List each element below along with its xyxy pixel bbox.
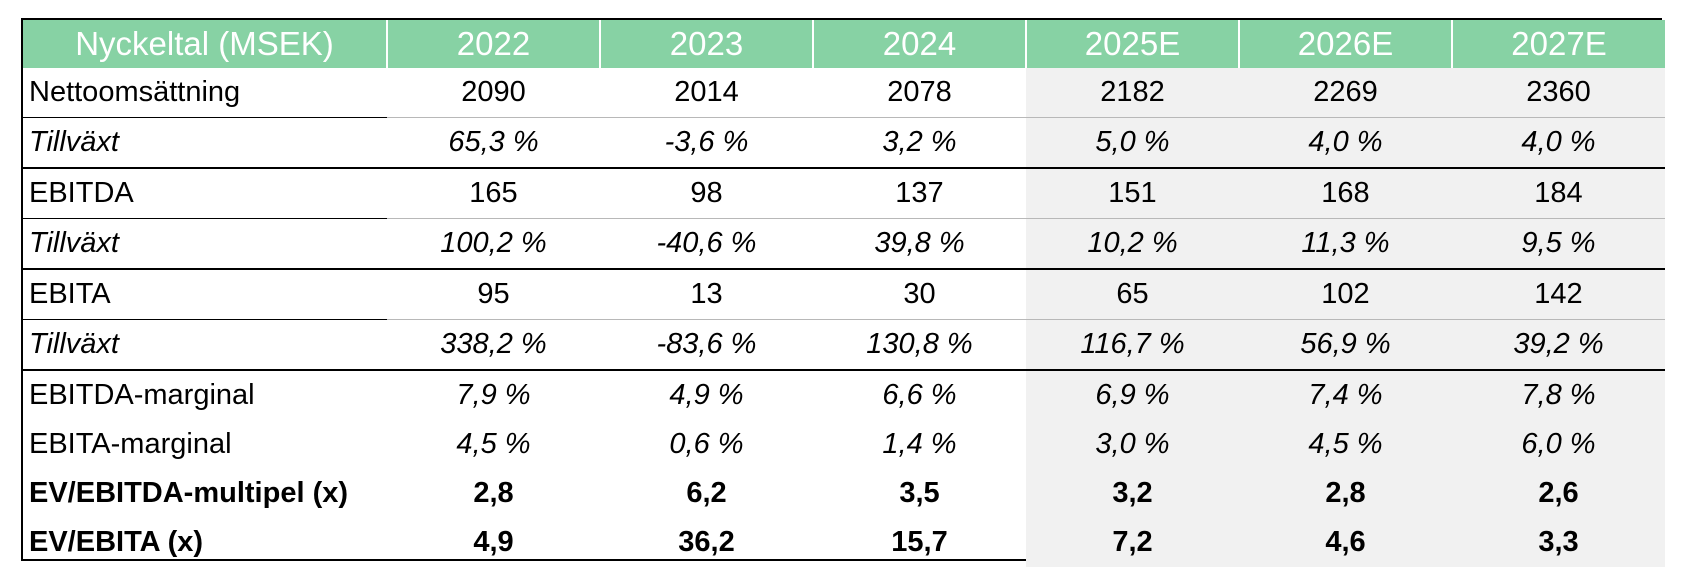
cell-value-estimate: 5,0 % — [1026, 117, 1239, 168]
cell-value: 15,7 — [891, 526, 948, 558]
header-year-2024: 2024 — [813, 20, 1027, 68]
cell-value: 7,9 % — [387, 369, 600, 420]
cell-value: 165 — [387, 167, 600, 219]
cell-value: 1,4 % — [882, 428, 957, 460]
cell-value-estimate: 39,2 % — [1452, 319, 1665, 370]
cell-value: 4,9 — [473, 526, 514, 558]
cell-value: 98 — [600, 167, 813, 219]
cell-value: -3,6 % — [600, 117, 813, 168]
cell-value-estimate: 116,7 % — [1026, 319, 1239, 370]
row-ebitda-growth: Tillväxt 100,2 % -40,6 % 39,8 % 10,2 % 1… — [23, 218, 1665, 269]
row-ev-ebita: EV/EBITA (x) 4,9 36,2 15,7 7,2 4,6 3,3 — [23, 518, 1665, 567]
header-year-2027e: 2027E — [1452, 20, 1665, 68]
cell-value-estimate: 184 — [1452, 167, 1665, 219]
row-label: EBITDA — [23, 167, 387, 219]
cell-value: 338,2 % — [387, 319, 600, 370]
cell-value: 95 — [387, 268, 600, 320]
cell-value-estimate: 151 — [1026, 167, 1239, 219]
cell-value-estimate: 65 — [1026, 268, 1239, 320]
cell-value: 39,8 % — [813, 218, 1026, 269]
cell-value-estimate: 142 — [1452, 268, 1665, 320]
cell-value-estimate: 4,0 % — [1452, 117, 1665, 168]
cell-value: 2,8 — [473, 477, 514, 509]
cell-value-estimate: 2269 — [1239, 68, 1452, 118]
cell-value-estimate: 2,6 — [1452, 469, 1665, 518]
cell-value: 3,2 % — [813, 117, 1026, 168]
cell-value: -83,6 % — [600, 319, 813, 370]
cell-value-estimate: 56,9 % — [1239, 319, 1452, 370]
cell-value-estimate: 2182 — [1026, 68, 1239, 118]
cell-value: 36,2 — [678, 526, 735, 558]
cell-value-estimate: 3,2 — [1026, 469, 1239, 518]
cell-value-estimate: 11,3 % — [1239, 218, 1452, 269]
cell-value-estimate: 4,6 — [1239, 518, 1452, 567]
cell-value: 4,9 % — [600, 369, 813, 420]
row-label: EBITA-marginal — [29, 428, 232, 460]
cell-value-estimate: 2360 — [1452, 68, 1665, 118]
cell-value-estimate: 4,0 % — [1239, 117, 1452, 168]
row-ebita-growth: Tillväxt 338,2 % -83,6 % 130,8 % 116,7 %… — [23, 319, 1665, 370]
cell-value-estimate: 9,5 % — [1452, 218, 1665, 269]
cell-value: 0,6 % — [669, 428, 744, 460]
cell-value-estimate: 2,8 — [1239, 469, 1452, 518]
cell-value-estimate: 102 — [1239, 268, 1452, 320]
header-year-2026e: 2026E — [1239, 20, 1453, 68]
cell-value-estimate: 3,3 — [1452, 518, 1665, 567]
cell-value: 6,6 % — [813, 369, 1026, 420]
header-row: Nyckeltal (MSEK) 2022 2023 2024 2025E 20… — [23, 20, 1665, 68]
cell-value: 100,2 % — [387, 218, 600, 269]
cell-value-estimate: 10,2 % — [1026, 218, 1239, 269]
header-year-2022: 2022 — [387, 20, 601, 68]
cell-value: 30 — [813, 268, 1026, 320]
cell-value-estimate: 3,0 % — [1026, 420, 1239, 469]
row-ebitda-margin: EBITDA-marginal 7,9 % 4,9 % 6,6 % 6,9 % … — [23, 369, 1665, 420]
cell-value-estimate: 7,4 % — [1239, 369, 1452, 420]
cell-value: 6,2 — [686, 477, 727, 509]
cell-value: 4,5 % — [456, 428, 531, 460]
cell-value: -40,6 % — [600, 218, 813, 269]
row-ev-ebitda-multiple: EV/EBITDA-multipel (x) 2,8 6,2 3,5 3,2 2… — [23, 469, 1665, 518]
header-year-2025e: 2025E — [1026, 20, 1240, 68]
row-label: EBITA — [23, 268, 387, 320]
header-year-2023: 2023 — [600, 20, 814, 68]
row-label: Tillväxt — [23, 117, 387, 168]
header-label: Nyckeltal (MSEK) — [23, 20, 388, 68]
cell-value-estimate: 6,0 % — [1452, 420, 1665, 469]
cell-value: 130,8 % — [813, 319, 1026, 370]
row-label: Tillväxt — [23, 319, 387, 370]
cell-value: 2090 — [461, 76, 526, 108]
cell-value-estimate: 168 — [1239, 167, 1452, 219]
row-label: EV/EBITDA-multipel (x) — [29, 477, 349, 509]
row-ebita-margin: EBITA-marginal 4,5 % 0,6 % 1,4 % 3,0 % 4… — [23, 420, 1665, 469]
cell-value-estimate: 4,5 % — [1239, 420, 1452, 469]
cell-value: 2078 — [887, 76, 952, 108]
cell-value-estimate: 7,8 % — [1452, 369, 1665, 420]
cell-value: 13 — [600, 268, 813, 320]
row-net-sales: Nettoomsättning 2090 2014 2078 2182 2269… — [23, 68, 1665, 118]
cell-value: 137 — [813, 167, 1026, 219]
row-label: Tillväxt — [23, 218, 387, 269]
row-label: EV/EBITA (x) — [29, 526, 204, 558]
cell-value: 2014 — [674, 76, 739, 108]
cell-value-estimate: 7,2 — [1026, 518, 1239, 567]
row-ebitda: EBITDA 165 98 137 151 168 184 — [23, 167, 1665, 219]
row-net-sales-growth: Tillväxt 65,3 % -3,6 % 3,2 % 5,0 % 4,0 %… — [23, 117, 1665, 168]
row-label: EBITDA-marginal — [23, 369, 387, 420]
row-label: Nettoomsättning — [29, 76, 241, 108]
cell-value: 65,3 % — [387, 117, 600, 168]
cell-value-estimate: 6,9 % — [1026, 369, 1239, 420]
key-figures-table: Nyckeltal (MSEK) 2022 2023 2024 2025E 20… — [21, 18, 1665, 567]
key-figures-grid: Nyckeltal (MSEK) 2022 2023 2024 2025E 20… — [23, 20, 1665, 567]
cell-value: 3,5 — [899, 477, 940, 509]
row-ebita: EBITA 95 13 30 65 102 142 — [23, 268, 1665, 320]
